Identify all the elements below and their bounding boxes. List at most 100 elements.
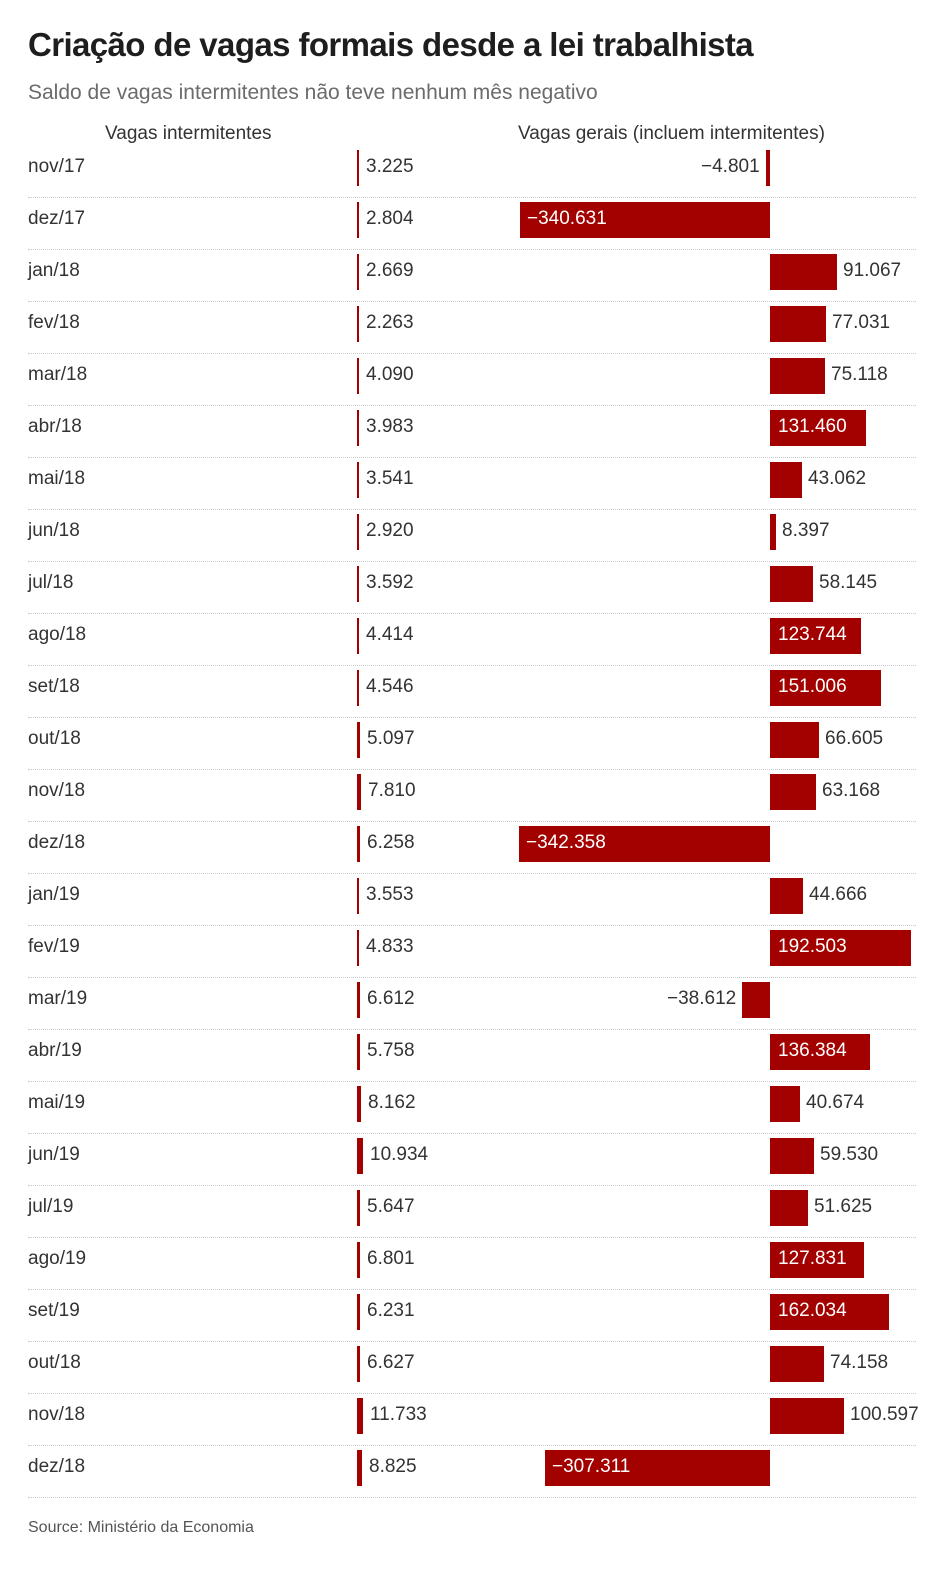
gerais-bar	[770, 566, 813, 602]
gerais-value-label: 51.625	[814, 1196, 873, 1217]
gerais-value-label: 127.831	[778, 1248, 847, 1269]
gerais-value-label: −340.631	[527, 208, 607, 229]
gerais-bar	[770, 1034, 870, 1070]
row-separator	[28, 249, 916, 250]
table-row: dez/18 6.258 −342.358	[0, 822, 950, 874]
gerais-value-label: 66.605	[825, 728, 884, 749]
intermitentes-bar	[357, 930, 359, 966]
row-separator	[28, 925, 916, 926]
gerais-bar	[770, 878, 803, 914]
intermitentes-value-label: 8.825	[369, 1456, 417, 1477]
gerais-bar	[770, 1242, 864, 1278]
month-label: dez/17	[28, 208, 86, 229]
gerais-bar	[519, 826, 770, 862]
row-separator	[28, 197, 916, 198]
gerais-bar	[770, 1346, 824, 1382]
gerais-bar	[770, 410, 866, 446]
row-separator	[28, 509, 916, 510]
table-row: abr/18 3.983 131.460	[0, 406, 950, 458]
row-separator	[28, 1081, 916, 1082]
intermitentes-value-label: 5.097	[367, 728, 415, 749]
row-separator	[28, 977, 916, 978]
intermitentes-value-label: 11.733	[370, 1404, 427, 1425]
gerais-bar	[770, 254, 837, 290]
intermitentes-bar	[357, 1346, 360, 1382]
gerais-value-label: 100.597	[850, 1404, 919, 1425]
table-row: abr/19 5.758 136.384	[0, 1030, 950, 1082]
table-row: fev/19 4.833 192.503	[0, 926, 950, 978]
gerais-value-label: 77.031	[832, 312, 891, 333]
row-separator	[28, 301, 916, 302]
intermitentes-bar	[357, 306, 359, 342]
table-row: fev/18 2.263 77.031	[0, 302, 950, 354]
gerais-value-label: 123.744	[778, 624, 847, 645]
intermitentes-value-label: 2.920	[366, 520, 414, 541]
gerais-value-label: 59.530	[820, 1144, 879, 1165]
column-header-intermitentes: Vagas intermitentes	[105, 123, 272, 144]
intermitentes-value-label: 6.231	[367, 1300, 415, 1321]
row-separator	[28, 613, 916, 614]
intermitentes-bar	[357, 878, 359, 914]
gerais-bar	[770, 1190, 808, 1226]
gerais-bar	[770, 1138, 814, 1174]
table-row: jul/18 3.592 58.145	[0, 562, 950, 614]
source-note: Source: Ministério da Economia	[28, 1519, 254, 1536]
intermitentes-bar	[357, 566, 359, 602]
intermitentes-bar	[357, 358, 359, 394]
gerais-value-label: −4.801	[701, 156, 760, 177]
intermitentes-value-label: 4.833	[366, 936, 414, 957]
gerais-value-label: 162.034	[778, 1300, 847, 1321]
month-label: ago/19	[28, 1248, 87, 1269]
gerais-value-label: 136.384	[778, 1040, 847, 1061]
intermitentes-bar	[357, 1190, 360, 1226]
intermitentes-bar	[357, 774, 361, 810]
gerais-value-label: 75.118	[831, 364, 888, 385]
row-separator	[28, 1393, 916, 1394]
intermitentes-bar	[357, 982, 360, 1018]
table-row: out/18 6.627 74.158	[0, 1342, 950, 1394]
month-label: abr/19	[28, 1040, 82, 1061]
month-label: set/18	[28, 676, 80, 697]
table-row: dez/18 8.825 −307.311	[0, 1446, 950, 1498]
gerais-bar	[770, 670, 881, 706]
gerais-bar	[770, 722, 819, 758]
intermitentes-bar	[357, 826, 360, 862]
row-separator	[28, 1237, 916, 1238]
intermitentes-value-label: 4.414	[366, 624, 414, 645]
intermitentes-value-label: 6.258	[367, 832, 415, 853]
row-separator	[28, 1029, 916, 1030]
gerais-value-label: 8.397	[782, 520, 830, 541]
table-row: jan/18 2.669 91.067	[0, 250, 950, 302]
intermitentes-value-label: 3.225	[366, 156, 414, 177]
row-separator	[28, 1497, 916, 1498]
month-label: set/19	[28, 1300, 80, 1321]
month-label: jun/18	[28, 520, 80, 541]
row-separator	[28, 561, 916, 562]
table-row: out/18 5.097 66.605	[0, 718, 950, 770]
table-row: nov/17 3.225 −4.801	[0, 146, 950, 198]
row-separator	[28, 821, 916, 822]
month-label: jul/19	[28, 1196, 74, 1217]
intermitentes-bar	[357, 462, 359, 498]
month-label: jul/18	[28, 572, 74, 593]
month-label: mai/18	[28, 468, 86, 489]
gerais-bar	[520, 202, 770, 238]
table-row: ago/18 4.414 123.744	[0, 614, 950, 666]
gerais-bar	[770, 774, 816, 810]
intermitentes-bar	[357, 254, 359, 290]
intermitentes-value-label: 6.612	[367, 988, 415, 1009]
month-label: dez/18	[28, 832, 86, 853]
gerais-value-label: 131.460	[778, 416, 847, 437]
gerais-bar	[770, 1398, 844, 1434]
intermitentes-bar	[357, 670, 359, 706]
intermitentes-bar	[357, 722, 360, 758]
month-label: fev/19	[28, 936, 80, 957]
column-header-gerais: Vagas gerais (incluem intermitentes)	[518, 123, 825, 144]
month-label: nov/17	[28, 156, 86, 177]
month-label: nov/18	[28, 1404, 86, 1425]
intermitentes-value-label: 6.801	[367, 1248, 415, 1269]
intermitentes-bar	[357, 1034, 360, 1070]
gerais-value-label: −342.358	[526, 832, 606, 853]
table-row: ago/19 6.801 127.831	[0, 1238, 950, 1290]
month-label: fev/18	[28, 312, 80, 333]
